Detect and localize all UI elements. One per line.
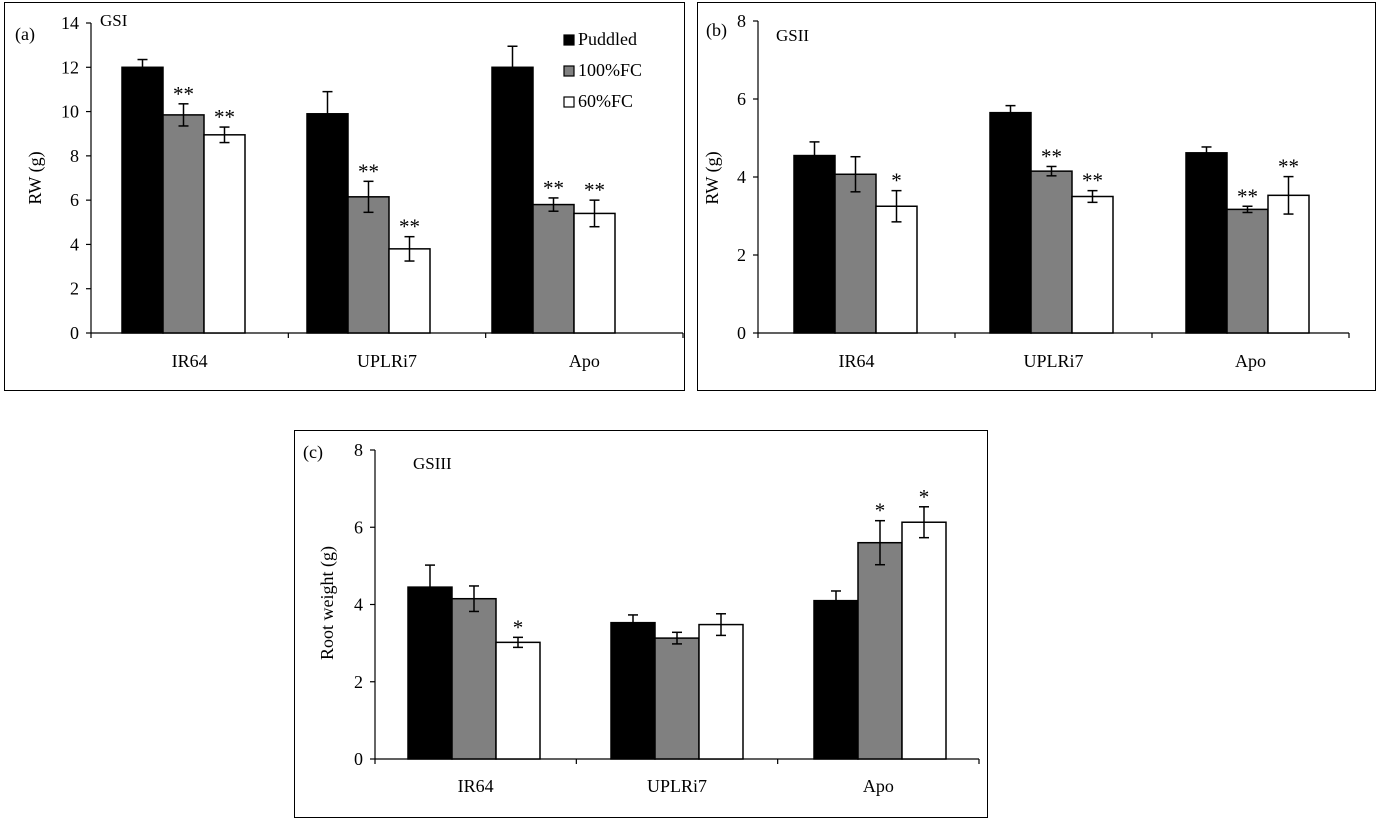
significance-mark: * <box>891 169 902 193</box>
y-tick-label: 4 <box>737 167 746 187</box>
bar-Puddled-IR64 <box>407 586 453 760</box>
y-tick-label: 6 <box>70 190 79 210</box>
bar-100%FC-Apo <box>857 541 903 760</box>
bar-Puddled-Apo <box>491 66 534 334</box>
legend-label: 100%FC <box>578 60 642 80</box>
bar-60%FC-IR64 <box>875 205 918 334</box>
bar-60%FC-UPLRi7 <box>1071 195 1114 334</box>
chart-title: GSII <box>776 26 809 45</box>
bar-100%FC-UPLRi7 <box>1030 170 1073 334</box>
legend-swatch-100%FC <box>563 65 575 77</box>
chart-a-svg: (a) GSI RW (g) 0 2 4 6 8 10 12 14 IR64 UPLRi7 Apo ** **… <box>15 11 684 371</box>
bar-60%FC-Apo <box>1267 194 1310 334</box>
significance-mark: ** <box>584 178 605 202</box>
chart-panel-b: (b) GSII RW (g) 0 2 4 6 8 IR64 UPLRi7 Apo ** ** * ** ** <box>697 2 1376 391</box>
x-tick-label: IR64 <box>172 351 208 371</box>
legend-swatch-60%FC <box>563 96 575 108</box>
bar-60%FC-IR64 <box>203 134 246 334</box>
significance-mark: ** <box>173 82 194 106</box>
significance-mark: ** <box>358 159 379 183</box>
panel-label: (b) <box>706 20 727 41</box>
significance-mark: ** <box>543 176 564 200</box>
y-tick-label: 4 <box>354 595 363 615</box>
y-tick-label: 2 <box>737 245 746 265</box>
significance-mark: ** <box>1278 155 1299 179</box>
panel-label: (a) <box>15 24 35 45</box>
significance-mark: * <box>875 499 886 523</box>
chart-c-svg: (c) GSIII Root weight (g) 0 2 4 6 8 IR64 UPLRi7 Ap… <box>303 440 980 796</box>
legend-label: 60%FC <box>578 91 633 111</box>
y-tick-label: 8 <box>737 11 746 31</box>
y-tick-label: 0 <box>70 323 79 343</box>
bar-100%FC-UPLRi7 <box>654 637 700 760</box>
significance-mark: ** <box>1237 184 1258 208</box>
y-axis-label: RW (g) <box>25 151 46 204</box>
y-tick-label: 12 <box>61 57 79 77</box>
chart-panel-a: (a) GSI RW (g) 0 2 4 6 8 10 12 14 IR64 UPLRi7 Apo ** **… <box>4 2 685 391</box>
x-tick-label: UPLRi7 <box>1023 351 1083 371</box>
bar-Puddled-Apo <box>813 599 859 760</box>
x-tick-label: UPLRi7 <box>357 351 417 371</box>
y-tick-label: 0 <box>354 749 363 769</box>
bar-60%FC-UPLRi7 <box>698 623 744 760</box>
chart-title: GSI <box>100 11 128 30</box>
y-axis-label: RW (g) <box>702 151 723 204</box>
bar-100%FC-IR64 <box>451 597 497 760</box>
y-tick-label: 0 <box>737 323 746 343</box>
x-tick-label: UPLRi7 <box>647 776 707 796</box>
legend-label: Puddled <box>578 29 637 49</box>
bar-Puddled-UPLRi7 <box>989 111 1032 334</box>
y-tick-label: 2 <box>354 672 363 692</box>
significance-mark: ** <box>399 215 420 239</box>
y-tick-label: 6 <box>354 517 363 537</box>
y-axis-label: Root weight (g) <box>317 546 338 660</box>
y-tick-label: 2 <box>70 279 79 299</box>
bar-Puddled-Apo <box>1185 152 1228 334</box>
panel-label: (c) <box>303 442 323 463</box>
bar-100%FC-UPLRi7 <box>347 196 390 334</box>
x-tick-label: Apo <box>569 351 600 371</box>
y-tick-label: 6 <box>737 89 746 109</box>
bar-60%FC-Apo <box>901 521 947 760</box>
significance-mark: ** <box>214 105 235 129</box>
bar-60%FC-IR64 <box>495 641 541 760</box>
chart-title: GSIII <box>413 454 452 473</box>
y-tick-label: 10 <box>61 102 79 122</box>
chart-panel-c: (c) GSIII Root weight (g) 0 2 4 6 8 IR64 UPLRi7 Ap… <box>294 430 988 818</box>
bar-Puddled-IR64 <box>793 154 836 334</box>
y-tick-label: 4 <box>70 234 79 254</box>
bar-Puddled-UPLRi7 <box>306 113 349 334</box>
significance-mark: * <box>919 485 930 509</box>
bar-Puddled-IR64 <box>121 66 164 334</box>
bar-100%FC-Apo <box>1226 208 1269 334</box>
bar-100%FC-IR64 <box>162 114 205 334</box>
bar-Puddled-UPLRi7 <box>610 621 656 760</box>
significance-mark: * <box>513 615 524 639</box>
bar-60%FC-Apo <box>573 212 616 334</box>
x-tick-label: Apo <box>1235 351 1266 371</box>
x-tick-label: IR64 <box>458 776 494 796</box>
significance-mark: ** <box>1082 169 1103 193</box>
bar-100%FC-IR64 <box>834 173 877 334</box>
y-tick-label: 14 <box>61 13 79 33</box>
y-tick-label: 8 <box>354 440 363 460</box>
significance-mark: ** <box>1041 144 1062 168</box>
x-tick-label: IR64 <box>839 351 875 371</box>
y-tick-label: 8 <box>70 146 79 166</box>
legend-swatch-Puddled <box>563 34 575 46</box>
x-tick-label: Apo <box>863 776 894 796</box>
bar-100%FC-Apo <box>532 203 575 334</box>
